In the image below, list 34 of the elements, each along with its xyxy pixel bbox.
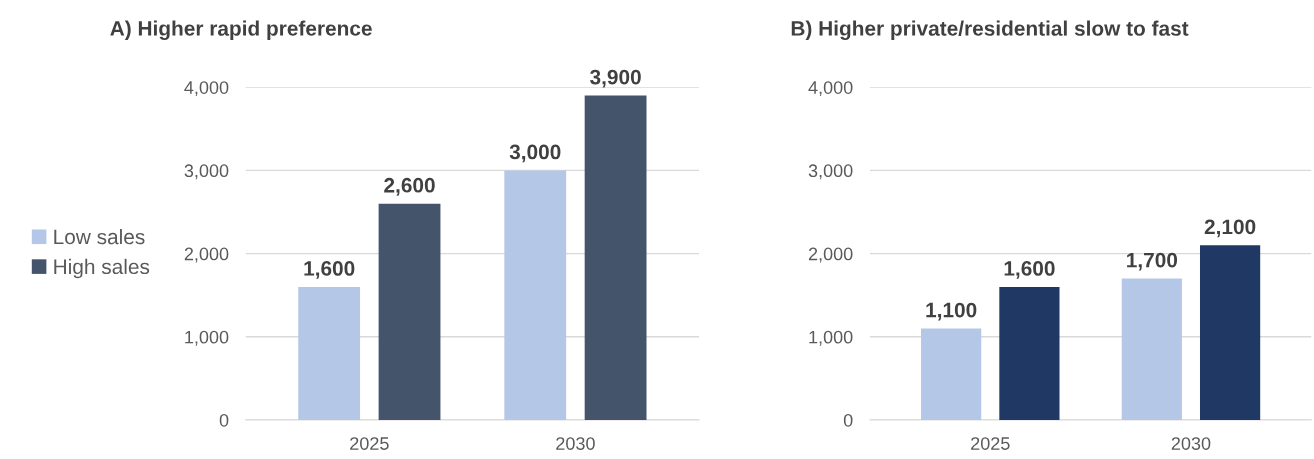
text: 2,600 [384,177,435,196]
bar [584,95,647,420]
legend-label: Low sales [54,228,145,245]
bar [1121,278,1182,420]
text: 1,600 [304,261,355,279]
y-tick-label: 0 [843,413,853,427]
text: 1,600 [1004,261,1055,279]
y-tick-label: 0 [219,413,229,427]
y-tick-label: 3,000 [808,164,853,180]
x-tick-label: 2025 [971,437,1010,450]
text: 2,100 [1204,219,1256,238]
y-tick-label: 4,000 [184,81,229,97]
y-tick-label: 2,000 [808,247,853,263]
y-tick-label: 1,000 [185,330,229,346]
y-tick-label: 4,000 [808,81,853,97]
x-tick-label: 2030 [556,437,595,450]
x-tick-label: 2025 [350,437,389,450]
bar [1199,245,1261,420]
bar [378,203,441,420]
text: 3,900 [590,69,641,88]
y-tick-label: 3,000 [184,164,229,180]
chart-title: A) Higher rapid preference [110,20,372,41]
x-tick-label: 2030 [1171,437,1211,450]
bar [921,328,982,420]
y-tick-label: 1,000 [809,330,853,346]
chart-title: B) Higher private/residential slow to fast [791,20,1189,41]
text: 1,700 [1127,252,1178,271]
bar [504,170,567,420]
bar [999,286,1060,420]
legend-label: High sales [54,258,150,279]
bar [298,286,361,420]
y-tick-label: 2,000 [184,247,229,263]
text: 3,000 [509,144,561,163]
text: 1,100 [926,302,977,321]
